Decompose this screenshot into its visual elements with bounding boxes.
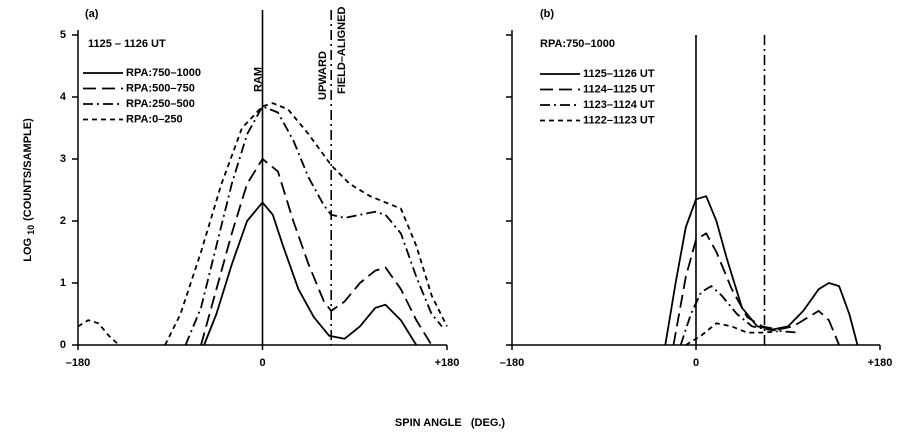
legend-label: 1124–1125 UT [583, 83, 655, 95]
marker-label: UPWARD [317, 51, 329, 100]
series-line [200, 158, 433, 346]
marker-label: FIELD–ALIGNED [336, 7, 348, 94]
series-line [664, 195, 859, 346]
legend-label: RPA:0–250 [126, 113, 183, 125]
x-tick-label: 0 [259, 357, 265, 369]
legend-label: 1123–1124 UT [583, 99, 655, 111]
subtitle: 1125 – 1126 UT [88, 38, 166, 50]
y-axis-label-part: LOG [22, 238, 34, 262]
y-tick-label: 0 [60, 339, 66, 351]
x-tick-label: –180 [66, 357, 90, 369]
y-axis-label-part: (COUNTS/SAMPLE) [22, 118, 34, 221]
y-tick-label: 4 [60, 91, 67, 103]
y-tick-label: 1 [60, 277, 66, 289]
y-tick-label: 3 [60, 153, 66, 165]
x-tick-label: –180 [500, 357, 524, 369]
series-line [77, 102, 448, 346]
legend-label: RPA:500–750 [126, 82, 195, 94]
legend-label: RPA:250–500 [126, 98, 195, 110]
legend-label: 1122–1123 UT [583, 114, 655, 126]
panel-label: (b) [540, 8, 554, 20]
series-line [679, 285, 799, 346]
series-line [184, 105, 443, 346]
x-tick-label: +180 [868, 357, 893, 369]
series-line [685, 322, 778, 346]
x-tick-label: +180 [435, 357, 460, 369]
series-line [672, 232, 840, 346]
x-axis-label: SPIN ANGLE (DEG.) [395, 417, 506, 429]
series-line [203, 201, 418, 346]
panel-label: (a) [85, 8, 99, 20]
y-tick-label: 2 [60, 215, 66, 227]
y-axis-label-part: 10 [26, 225, 36, 235]
y-axis-label: LOG 10 (COUNTS/SAMPLE) [22, 118, 36, 262]
legend-label: 1125–1126 UT [583, 68, 655, 80]
legend-label: RPA:750–1000 [126, 67, 201, 79]
subtitle: RPA:750–1000 [540, 38, 615, 50]
x-tick-label: 0 [693, 357, 699, 369]
y-tick-label: 5 [60, 29, 66, 41]
marker-label: RAM [252, 67, 264, 92]
